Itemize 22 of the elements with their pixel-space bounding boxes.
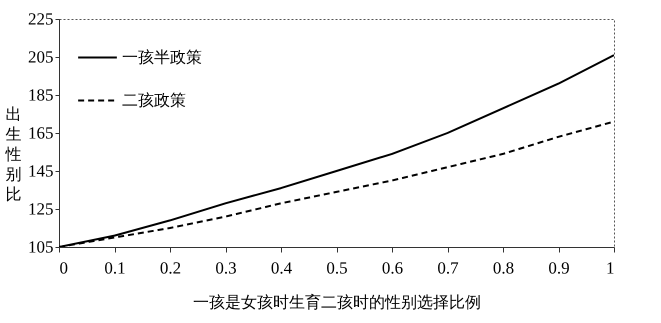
x-tick-label: 0.2 [160,258,182,278]
x-tick-label: 1 [606,258,614,278]
x-tick-label: 0.1 [104,258,126,278]
x-tick-label: 0 [60,258,68,278]
y-tick-label: 105 [28,238,54,256]
y-tick-label: 145 [28,162,54,180]
x-tick-label: 0.4 [270,258,293,278]
legend-label: 一孩半政策 [122,48,202,66]
x-tick-label: 0.5 [326,258,348,278]
x-axis-title: 一孩是女孩时生育二孩时的性别选择比例 [193,294,481,312]
x-tick-label: 0.3 [215,258,237,278]
legend-label: 二孩政策 [122,92,186,110]
y-tick-label: 225 [28,10,54,28]
y-axis-title: 出生性别比 [4,106,22,204]
y-tick-label: 125 [28,200,54,218]
y-tick-label: 165 [28,124,54,142]
x-tick-label: 0.8 [492,258,514,278]
x-tick-label: 0.7 [437,258,460,278]
x-tick-label: 0.9 [548,258,570,278]
y-tick-label: 205 [28,48,54,66]
x-tick-label: 0.6 [382,258,404,278]
y-tick-label: 185 [28,86,54,104]
